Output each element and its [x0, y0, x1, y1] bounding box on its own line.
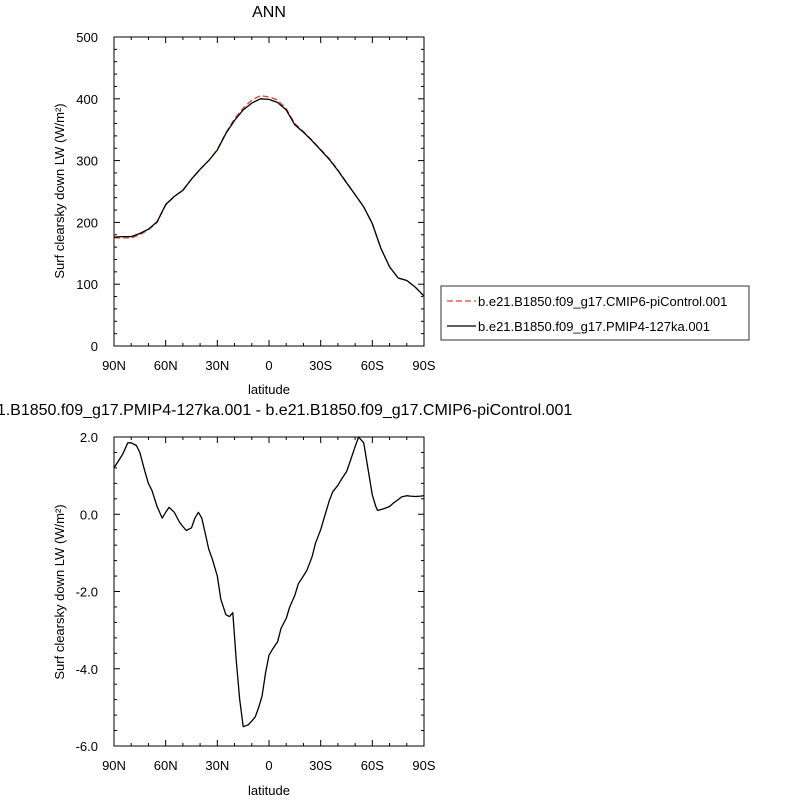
bottom-x-tick-label: 90S [412, 758, 435, 773]
difference-series-line [113, 436, 425, 728]
bottom-series-group [113, 436, 425, 728]
bottom-y-axis: -6.0 -4.0 -2.0 0.0 2.0 [76, 430, 424, 754]
top-y-tick-label: 100 [76, 277, 98, 292]
bottom-y-tick-label: 0.0 [80, 507, 98, 522]
top-y-axis: 0 100 200 300 400 500 [76, 30, 424, 354]
top-x-tick-label: 30N [205, 358, 229, 373]
top-x-tick-label: 30S [309, 358, 332, 373]
bottom-y-tick-label: -4.0 [76, 662, 98, 677]
top-x-tick-label: 60N [154, 358, 178, 373]
top-x-axis-title: latitude [248, 382, 290, 397]
picontrol-series-line [114, 95, 425, 298]
bottom-x-tick-label: 30N [205, 758, 229, 773]
top-x-tick-label: 90S [412, 358, 435, 373]
pmip4-127ka-series-line [113, 98, 425, 297]
bottom-x-tick-label: 0 [265, 758, 272, 773]
top-x-tick-label: 0 [265, 358, 272, 373]
top-x-tick-label: 90N [102, 358, 126, 373]
top-y-tick-label: 500 [76, 30, 98, 45]
bottom-x-tick-label: 60N [154, 758, 178, 773]
bottom-x-tick-label: 90N [102, 758, 126, 773]
bottom-y-tick-label: -6.0 [76, 739, 98, 754]
legend: b.e21.B1850.f09_g17.CMIP6-piControl.001 … [440, 285, 750, 341]
top-y-tick-label: 300 [76, 154, 98, 169]
top-y-axis-title: Surf clearsky down LW (W/m²) [52, 103, 67, 278]
bottom-chart-title: b.e21.B1850.f09_g17.PMIP4-127ka.001 - b.… [0, 402, 572, 419]
bottom-x-axis-title: latitude [248, 783, 290, 798]
bottom-x-axis: 90N 60N 30N 0 30S 60S 90S [102, 437, 436, 773]
top-plot-frame [113, 36, 425, 347]
bottom-x-tick-label: 30S [309, 758, 332, 773]
top-chart-title: ANN [252, 4, 286, 21]
top-chart-panel: ANN 0 100 200 300 400 500 90N 60N 30N 0 30S 60S 90S… [52, 4, 436, 397]
legend-box [440, 285, 750, 341]
bottom-x-tick-label: 60S [361, 758, 384, 773]
top-series-group [113, 95, 425, 298]
bottom-chart-panel: b.e21.B1850.f09_g17.PMIP4-127ka.001 - b.… [0, 402, 572, 798]
legend-label-127ka: b.e21.B1850.f09_g17.PMIP4-127ka.001 [478, 319, 710, 334]
top-y-tick-label: 400 [76, 92, 98, 107]
top-x-axis: 90N 60N 30N 0 30S 60S 90S [102, 37, 436, 373]
top-y-tick-label: 200 [76, 215, 98, 230]
top-y-tick-label: 0 [91, 339, 98, 354]
bottom-y-tick-label: -2.0 [76, 585, 98, 600]
legend-label-picontrol: b.e21.B1850.f09_g17.CMIP6-piControl.001 [478, 294, 727, 309]
bottom-y-axis-title: Surf clearsky down LW (W/m²) [52, 504, 67, 679]
top-x-tick-label: 60S [361, 358, 384, 373]
bottom-y-tick-label: 2.0 [80, 430, 98, 445]
bottom-plot-frame [113, 436, 425, 747]
